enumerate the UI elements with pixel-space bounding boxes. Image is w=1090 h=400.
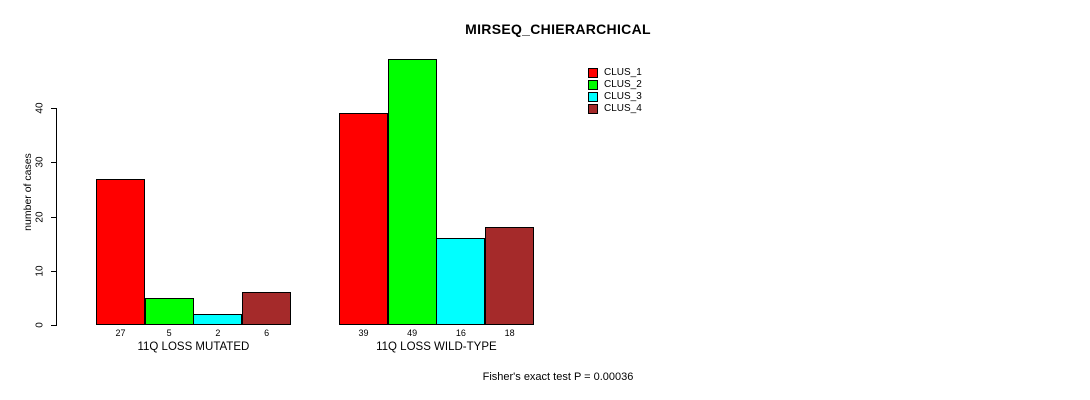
bar-clus_2-group2 [387,59,437,325]
legend-label: CLUS_2 [604,79,642,90]
y-tick-mark [51,108,57,109]
y-tick-label: 40 [34,102,46,114]
y-tick-label: 30 [34,156,46,168]
legend-swatch-icon [588,68,598,78]
y-tick-label: 20 [34,210,46,223]
legend-swatch-icon [588,104,598,114]
y-tick-mark [51,216,57,218]
chart-title: MIRSEQ_CHIERARCHICAL [465,21,651,37]
bar-value-label: 16 [455,328,466,338]
legend-label: CLUS_1 [604,67,642,78]
annotation-text: Fisher's exact test P = 0.00036 [482,371,634,383]
bar-value-label: 39 [358,328,369,338]
bar-value-label: 6 [264,328,270,338]
bar-clus_2-group1 [144,297,194,325]
legend-item-clus_1: CLUS_1 [588,67,642,79]
legend-swatch-icon [588,92,598,102]
category-label: 11Q LOSS MUTATED [137,341,250,353]
y-tick-label: 0 [34,322,46,328]
category-label: 11Q LOSS WILD-TYPE [376,341,497,353]
legend-item-clus_4: CLUS_4 [588,103,642,115]
bar-clus_3-group1 [193,314,243,325]
bar-value-label: 27 [115,328,126,338]
legend-label: CLUS_3 [604,91,642,102]
y-tick-mark [51,270,57,272]
bar-value-label: 49 [407,328,418,338]
legend-label: CLUS_4 [604,103,642,114]
bar-value-label: 5 [166,328,172,338]
legend-item-clus_3: CLUS_3 [588,91,642,103]
y-axis-label: number of cases [22,153,34,231]
y-tick-label: 10 [34,265,46,277]
legend-swatch-icon [588,80,598,90]
y-tick-mark [51,325,57,326]
bar-clus_1-group2 [339,113,388,325]
bar-clus_4-group2 [485,227,535,325]
bar-clus_3-group2 [436,238,486,325]
legend-item-clus_2: CLUS_2 [588,79,642,91]
y-tick-mark [51,162,57,164]
bar-value-label: 2 [215,328,221,338]
bar-clus_1-group1 [96,178,145,325]
bar-value-label: 18 [504,328,515,338]
bar-clus_4-group1 [242,292,292,325]
